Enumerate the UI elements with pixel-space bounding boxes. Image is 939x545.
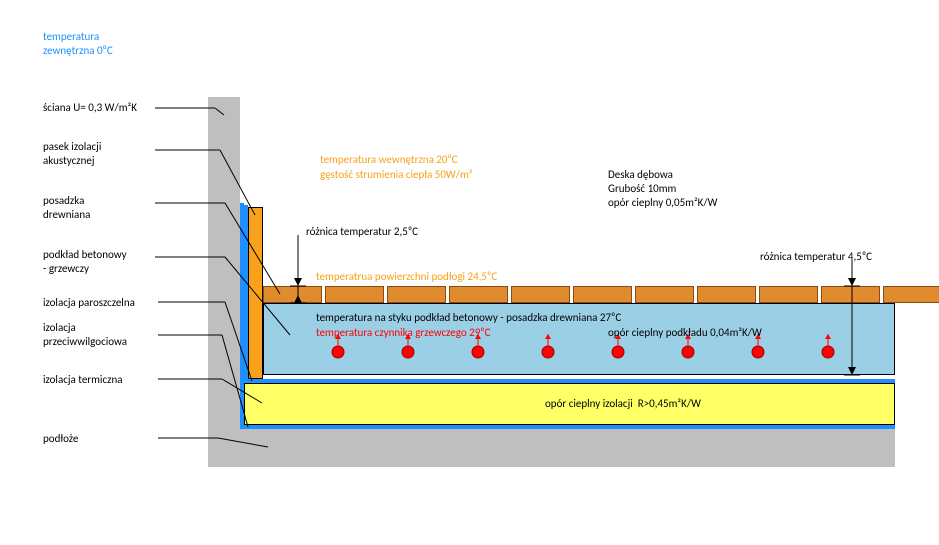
internal-temp-label: temperatura wewnętrzna 20⁰C [320, 153, 458, 167]
acoustic-strip [248, 207, 263, 379]
contact-temp-label: temperatura na styku podkład betonowy - … [316, 311, 621, 325]
oak-board [883, 286, 939, 303]
acoustic-label-l1: pasek izolacji [43, 140, 101, 154]
oak-board [697, 286, 756, 303]
oak-board [449, 286, 508, 303]
surface-temp-label: temperatrua powierzchni podłogi 24,5⁰C [316, 270, 497, 284]
wall-layer [208, 97, 240, 467]
screed-R-label: opór cieplny podkładu 0,04m²K/W [608, 326, 762, 340]
damp-membrane-horizontal [240, 425, 895, 429]
agent-temp-label: temperatura czynnika grzewczego 29⁰C [316, 326, 490, 340]
oak-label-l2: Grubość 10mm [608, 182, 676, 196]
concrete-label-l1: podkład betonowy [43, 248, 127, 262]
wood-floor-label-l1: posadzka [43, 194, 84, 208]
wall-u-label: ściana U= 0,3 W/m²K [43, 101, 137, 115]
external-temp-label-l2: zewnętrzna 0⁰C [43, 44, 113, 58]
heat-flux-label: gęstość strumienia ciepła 50W/m² [320, 168, 472, 182]
oak-board [635, 286, 694, 303]
oak-label-l3: opór cieplny 0,05m²K/W [608, 196, 717, 210]
dT-left-label: różnica temperatur 2,5⁰C [306, 225, 418, 239]
substrate-label: podłoże [43, 432, 78, 446]
wood-floor-label-l2: drewniana [43, 208, 90, 222]
oak-board [263, 286, 322, 303]
oak-board [821, 286, 880, 303]
damp-label-l1: izolacja [43, 321, 76, 335]
dT-right-label: różnica temperatur 4,5⁰C [760, 250, 872, 264]
oak-board [573, 286, 632, 303]
vapor-label: izolacja paroszczelna [43, 296, 135, 310]
thermal-label: izolacja termiczna [43, 373, 123, 387]
oak-board [325, 286, 384, 303]
vapor-membrane-top [244, 379, 895, 383]
external-temp-label-l1: temperatura [43, 30, 99, 44]
oak-board [511, 286, 570, 303]
oak-board [387, 286, 446, 303]
insul-R-label: opór cieplny izolacji R>0,45m²K/W [545, 397, 701, 411]
concrete-label-l2: - grzewczy [43, 262, 89, 276]
oak-board [759, 286, 818, 303]
damp-label-l2: przeciwwilgociowa [43, 335, 127, 349]
oak-label-l1: Deska dębowa [608, 168, 673, 182]
acoustic-label-l2: akustycznej [43, 154, 95, 168]
substrate-layer [208, 427, 895, 467]
